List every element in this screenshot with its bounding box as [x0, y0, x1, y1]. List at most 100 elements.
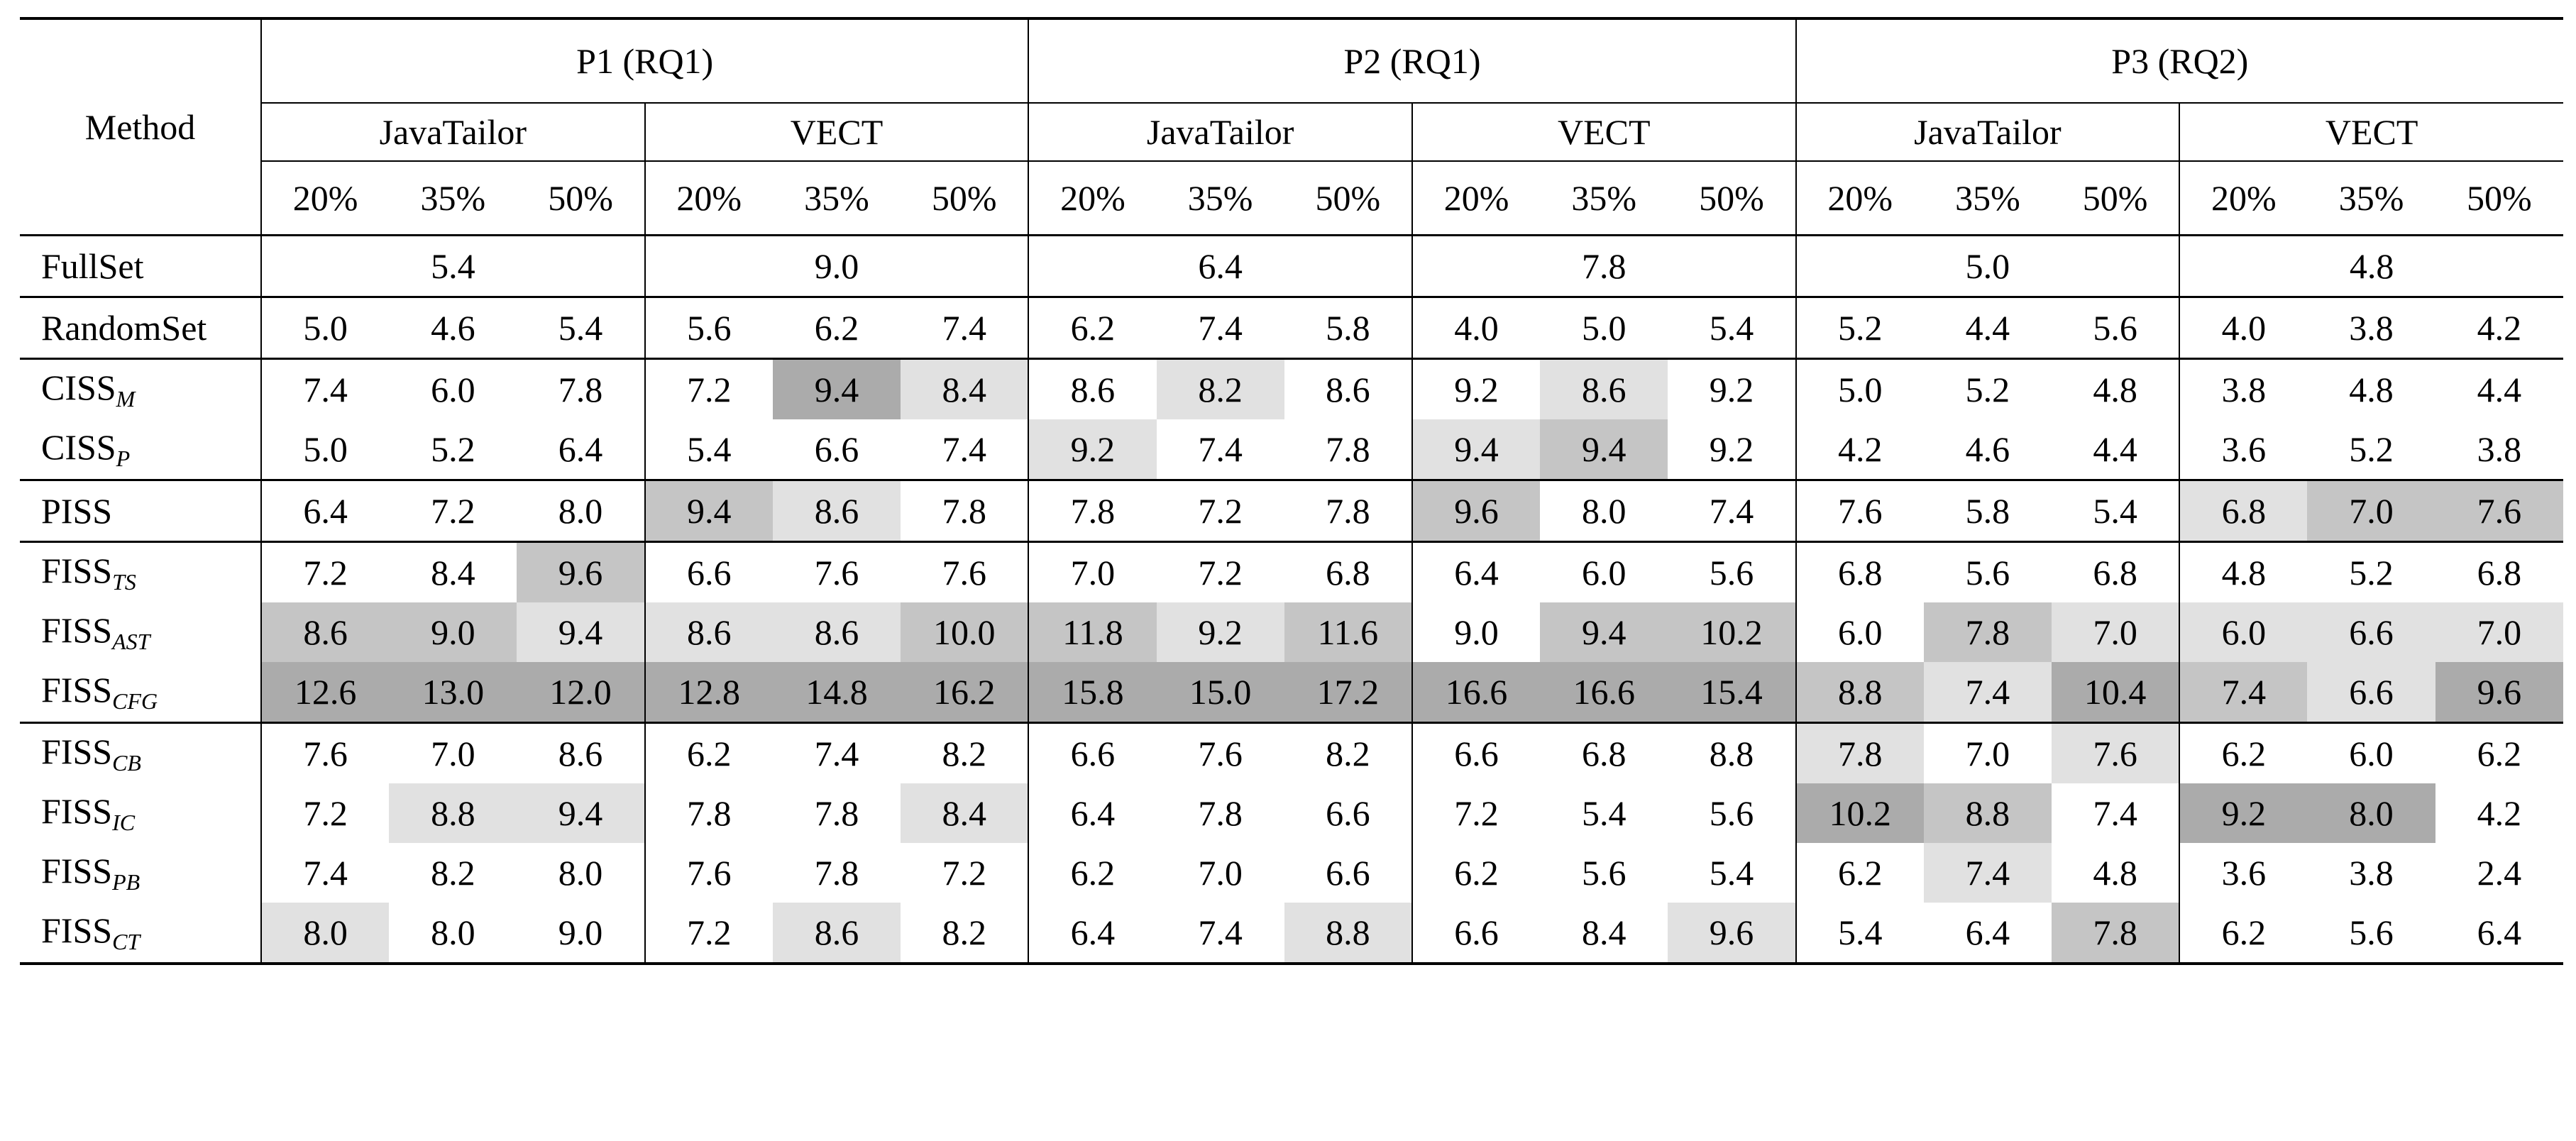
value-cell: 6.6 — [1411, 722, 1541, 783]
value-cell: 7.4 — [814, 734, 859, 773]
value-cell: 9.2 — [1028, 419, 1157, 480]
value-cell: 7.8 — [814, 793, 859, 833]
value-cell: 7.6 — [2435, 480, 2563, 542]
value-cell: 5.0 — [260, 419, 390, 480]
ratio-header: 35% — [804, 178, 869, 218]
table-row: RandomSet 5.0 4.6 5.4 5.6 6.2 7.4 6.2 7.4 5.8 4.0 5… — [20, 297, 2563, 359]
value-cell: 11.8 — [1028, 602, 1157, 662]
value-cell: 4.4 — [2093, 429, 2137, 469]
value-cell: 5.6 — [1709, 553, 1754, 592]
value-cell: 6.8 — [1326, 553, 1370, 592]
value-cell: 6.2 — [2179, 903, 2308, 964]
value-cell: 4.0 — [2179, 297, 2308, 359]
value-cell: 9.2 — [2179, 783, 2308, 843]
ratio-header: 50% — [1699, 178, 1764, 218]
value-cell: 7.8 — [814, 853, 859, 893]
table-row: CISSP 5.0 5.2 6.4 5.4 6.6 7.4 9.2 7.4 7.8 9.4 9.4 9.… — [20, 419, 2563, 480]
value-cell: 9.6 — [1668, 903, 1796, 964]
value-cell: 15.4 — [1668, 662, 1796, 723]
value-cell: 9.4 — [644, 480, 773, 542]
value-cell: 5.6 — [2349, 913, 2394, 952]
value-cell: 7.6 — [1198, 734, 1243, 773]
value-cell: 7.2 — [260, 783, 390, 843]
value-cell: 5.6 — [1709, 793, 1754, 833]
method-base-name: FISS — [41, 790, 113, 831]
value-cell: 5.6 — [1965, 553, 2010, 592]
value-cell: 7.8 — [1326, 491, 1370, 531]
value-cell: 4.8 — [2093, 370, 2137, 409]
value-cell: 9.4 — [1540, 419, 1668, 480]
method-base-name: PISS — [41, 491, 113, 531]
value-cell: 7.2 — [260, 541, 390, 602]
dataset-header: JavaTailor — [260, 103, 645, 162]
value-cell: 5.4 — [1709, 853, 1754, 893]
value-cell: 15.0 — [1156, 662, 1284, 723]
value-cell: 4.0 — [1411, 297, 1541, 359]
ratio-header: 50% — [931, 178, 997, 218]
value-cell: 16.6 — [1540, 662, 1668, 723]
value-cell: 6.6 — [1326, 853, 1370, 893]
method-base-name: CISS — [41, 426, 116, 467]
dataset-header: VECT — [2179, 103, 2563, 162]
value-cell: 8.8 — [389, 783, 517, 843]
value-cell: 7.2 — [942, 853, 986, 893]
value-cell: 15.8 — [1028, 662, 1157, 723]
value-cell: 3.8 — [2477, 429, 2522, 469]
value-cell: 6.6 — [1326, 793, 1370, 833]
value-cell: 7.8 — [1923, 602, 2052, 662]
value-cell: 7.4 — [2093, 793, 2137, 833]
value-cell: 10.4 — [2052, 662, 2180, 723]
value-cell: 6.2 — [1795, 843, 1924, 903]
dataset-header: JavaTailor — [1028, 103, 1412, 162]
value-cell: 6.0 — [1795, 602, 1924, 662]
method-name: RandomSet — [20, 297, 261, 359]
fullset-value-cell: 5.4 — [260, 235, 645, 297]
value-cell: 7.4 — [942, 308, 986, 348]
ratio-header: 20% — [644, 161, 773, 236]
value-cell: 7.6 — [1795, 480, 1924, 542]
value-cell: 6.4 — [1965, 913, 2010, 952]
value-cell: 9.2 — [1709, 429, 1754, 469]
value-cell: 5.4 — [644, 419, 773, 480]
method-base-name: FISS — [41, 610, 113, 650]
value-cell: 5.2 — [431, 429, 475, 469]
method-base-name: FISS — [41, 850, 113, 891]
value-cell: 8.0 — [2307, 783, 2435, 843]
group-header: P1 (RQ1) — [260, 18, 1029, 104]
value-cell: 3.6 — [2179, 843, 2308, 903]
value-cell: 8.0 — [1581, 491, 1626, 531]
value-cell: 10.0 — [901, 602, 1029, 662]
value-cell: 6.2 — [2179, 722, 2308, 783]
table-row: PISS 6.4 7.2 8.0 9.4 8.6 7.8 7.8 7.2 7.8 9.6 8.0 7.4… — [20, 480, 2563, 542]
table-row: FISSCB 7.6 7.0 8.6 6.2 7.4 8.2 6.6 7.6 8.2 6.6 6.8 8… — [20, 722, 2563, 783]
dataset-header: VECT — [1411, 103, 1796, 162]
value-cell: 7.8 — [1028, 480, 1157, 542]
value-cell: 6.4 — [558, 429, 603, 469]
value-cell: 6.8 — [1581, 734, 1626, 773]
value-cell: 9.2 — [1709, 370, 1754, 409]
value-cell: 8.6 — [772, 903, 901, 964]
method-name: FISSIC — [20, 783, 261, 843]
value-cell: 7.8 — [942, 491, 986, 531]
method-subscript: PB — [112, 869, 141, 895]
value-cell: 5.4 — [1795, 903, 1924, 964]
value-cell: 5.4 — [1581, 793, 1626, 833]
group-header: P3 (RQ2) — [1795, 18, 2563, 104]
value-cell: 7.4 — [260, 843, 390, 903]
value-cell: 6.2 — [2477, 734, 2522, 773]
value-cell: 6.8 — [2179, 480, 2308, 542]
value-cell: 7.4 — [1198, 429, 1243, 469]
value-cell: 7.4 — [1923, 662, 2052, 723]
table-row: FISSIC 7.2 8.8 9.4 7.8 7.8 8.4 6.4 7.8 6.6 7.2 5.4 5… — [20, 783, 2563, 843]
value-cell: 8.0 — [431, 913, 475, 952]
value-cell: 7.4 — [1923, 843, 2052, 903]
value-cell: 8.2 — [942, 913, 986, 952]
method-name: PISS — [20, 480, 261, 542]
value-cell: 3.6 — [2179, 419, 2308, 480]
table-row: CISSM 7.4 6.0 7.8 7.2 9.4 8.4 8.6 8.2 8.6 9.2 8.6 9.… — [20, 358, 2563, 419]
value-cell: 6.0 — [2179, 602, 2308, 662]
value-cell: 7.8 — [1795, 722, 1924, 783]
ratio-header: 20% — [260, 161, 390, 236]
value-cell: 6.4 — [1411, 541, 1541, 602]
value-cell: 5.6 — [2093, 308, 2137, 348]
